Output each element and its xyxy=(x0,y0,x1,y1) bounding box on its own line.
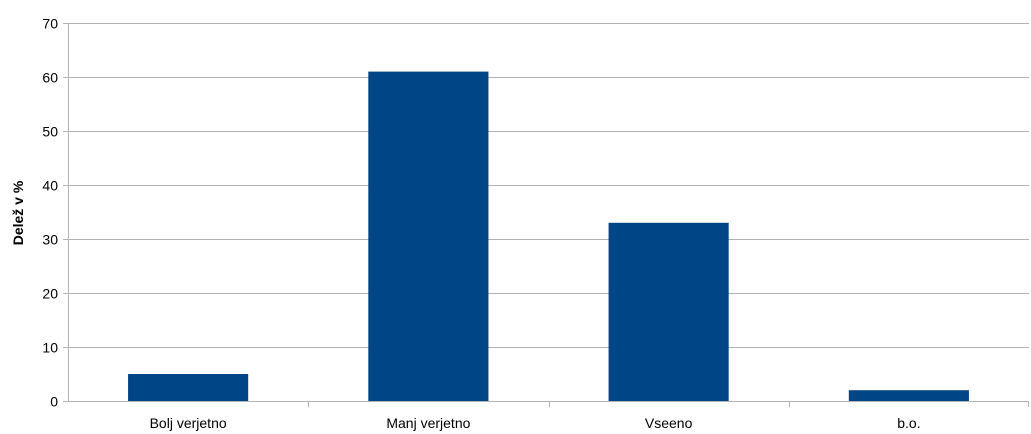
y-tick-label: 0 xyxy=(50,394,58,410)
x-tick-labels: Bolj verjetno Manj verjetno Vseeno b.o. xyxy=(150,415,921,431)
bar-manj-verjetno xyxy=(368,71,489,401)
y-tick-label: 10 xyxy=(42,340,58,356)
y-tick-label: 60 xyxy=(42,70,58,86)
y-tick-label: 70 xyxy=(42,16,58,32)
y-tick-label: 30 xyxy=(42,232,58,248)
y-axis-title: Delež v % xyxy=(10,180,26,245)
x-tick-label: Bolj verjetno xyxy=(150,415,227,431)
bars xyxy=(128,71,969,401)
axes xyxy=(63,23,1029,407)
bar-vseeno xyxy=(608,222,729,401)
x-tick-label: Vseeno xyxy=(645,415,693,431)
gridlines xyxy=(68,23,1029,348)
y-tick-label: 20 xyxy=(42,286,58,302)
y-tick-labels: 0 10 20 30 40 50 60 70 xyxy=(42,16,58,410)
x-tick-label: Manj verjetno xyxy=(386,415,470,431)
bar-b-o xyxy=(848,390,969,401)
y-tick-label: 50 xyxy=(42,124,58,140)
x-tick-label: b.o. xyxy=(897,415,920,431)
y-tick-label: 40 xyxy=(42,178,58,194)
bar-bolj-verjetno xyxy=(128,374,249,401)
